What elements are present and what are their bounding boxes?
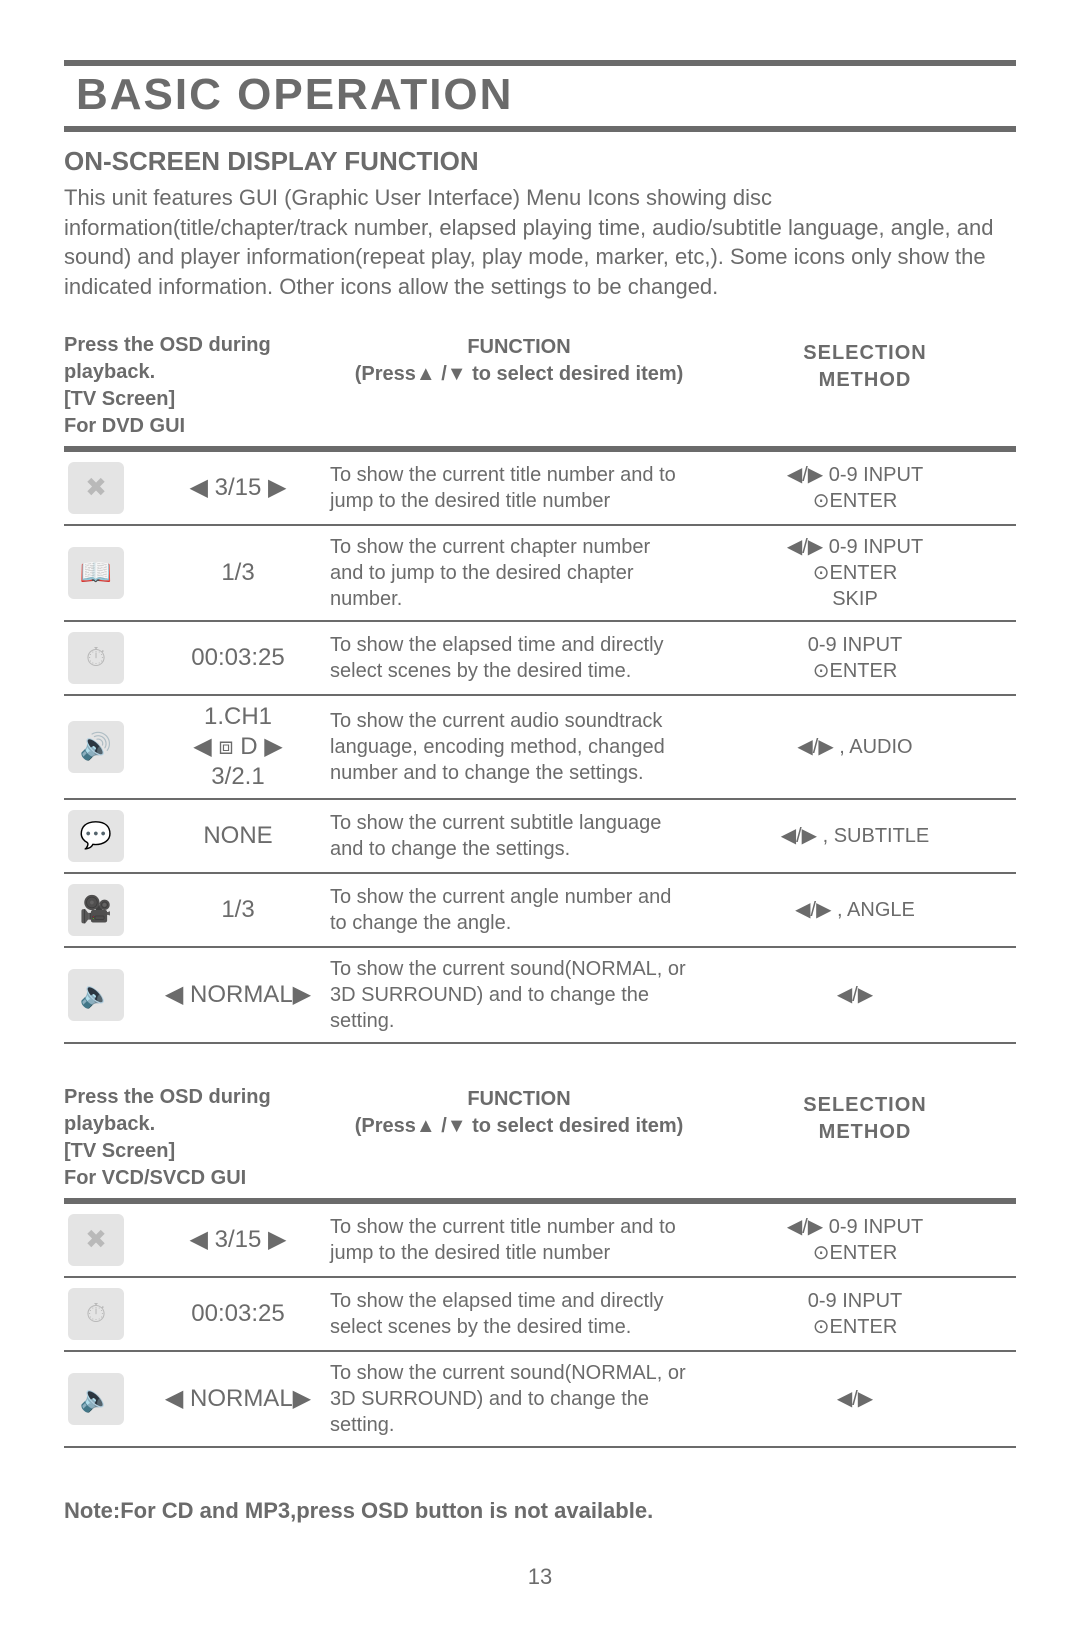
cell-selection: ◀/▶ 0-9 INPUT⊙ENTER — [694, 456, 1016, 520]
cell-value: ◀ 3/15 ▶ — [152, 1219, 324, 1261]
cell-function: To show the current sound(NORMAL, or 3D … — [324, 1352, 694, 1446]
cell-value: ◀ NORMAL▶ — [152, 974, 324, 1016]
osd-icon: 💬 — [68, 810, 124, 862]
cell-function: To show the current title number and to … — [324, 1206, 694, 1274]
osd-icon: 🎥 — [68, 884, 124, 936]
cell-function: To show the elapsed time and directly se… — [324, 1280, 694, 1348]
header-left-line3-dvd: For DVD GUI — [64, 413, 324, 440]
cell-icon: 🎥 — [64, 874, 152, 946]
cell-function: To show the elapsed time and directly se… — [324, 624, 694, 692]
cell-icon: ⏱ — [64, 1278, 152, 1350]
cell-selection: ◀/▶ — [694, 1380, 1016, 1418]
cell-value: NONE — [152, 815, 324, 857]
osd-icon: ✖ — [68, 1214, 124, 1266]
header-selection-sub: METHOD — [714, 367, 1016, 394]
table-row: ✖ ◀ 3/15 ▶To show the current title numbe… — [64, 452, 1016, 526]
cell-function: To show the current subtitle language an… — [324, 802, 694, 870]
cell-selection: 0-9 INPUT⊙ENTER — [694, 1282, 1016, 1346]
cell-selection: ◀/▶ , AUDIO — [694, 728, 1016, 766]
note-text: Note:For CD and MP3,press OSD button is … — [64, 1498, 1016, 1524]
table-header-dvd: Press the OSD during playback. [TV Scree… — [64, 332, 1016, 452]
cell-icon: 🔈 — [64, 959, 152, 1031]
header-left-line2-vcd: [TV Screen] — [64, 1138, 324, 1165]
intro-text: This unit features GUI (Graphic User Int… — [64, 183, 1016, 302]
cell-icon: 💬 — [64, 800, 152, 872]
cell-function: To show the current sound(NORMAL, or 3D … — [324, 948, 694, 1042]
header-left-line3-vcd: For VCD/SVCD GUI — [64, 1165, 324, 1192]
header-function-title-vcd: FUNCTION — [334, 1086, 704, 1113]
page-title: BASIC OPERATION — [64, 60, 1016, 132]
osd-icon: ✖ — [68, 462, 124, 514]
header-left-line2-dvd: [TV Screen] — [64, 386, 324, 413]
cell-icon: 📖 — [64, 537, 152, 609]
dvd-table: ✖ ◀ 3/15 ▶To show the current title numbe… — [64, 452, 1016, 1044]
cell-icon: ✖ — [64, 1204, 152, 1276]
cell-value: ◀ 3/15 ▶ — [152, 467, 324, 509]
osd-icon: 🔈 — [68, 1373, 124, 1425]
header-function-title: FUNCTION — [334, 334, 704, 361]
cell-selection: ◀/▶ , SUBTITLE — [694, 817, 1016, 855]
table-row: ⏱ 00:03:25To show the elapsed time and di… — [64, 622, 1016, 696]
osd-icon: ⏱ — [68, 1288, 124, 1340]
cell-selection: ◀/▶ , ANGLE — [694, 891, 1016, 929]
table-row: 🔈 ◀ NORMAL▶To show the current sound(NORM… — [64, 1352, 1016, 1448]
table-row: 🔈 ◀ NORMAL▶To show the current sound(NORM… — [64, 948, 1016, 1044]
table-row: 🔊 1.CH1◀ ⧈ D ▶3/2.1To show the current au… — [64, 696, 1016, 800]
cell-function: To show the current title number and to … — [324, 454, 694, 522]
table-row: 📖 1/3To show the current chapter number a… — [64, 526, 1016, 622]
osd-icon: 🔊 — [68, 721, 124, 773]
cell-icon: ⏱ — [64, 622, 152, 694]
cell-selection: ◀/▶ 0-9 INPUT⊙ENTERSKIP — [694, 528, 1016, 618]
osd-icon: 📖 — [68, 547, 124, 599]
table-row: 🎥 1/3To show the current angle number and… — [64, 874, 1016, 948]
page-number: 13 — [64, 1564, 1016, 1590]
cell-selection: 0-9 INPUT⊙ENTER — [694, 626, 1016, 690]
cell-function: To show the current chapter number and t… — [324, 526, 694, 620]
cell-value: 1/3 — [152, 552, 324, 594]
table-header-vcd: Press the OSD during playback. [TV Scree… — [64, 1084, 1016, 1204]
table-row: ✖ ◀ 3/15 ▶To show the current title numbe… — [64, 1204, 1016, 1278]
header-function-sub-vcd: (Press▲ /▼ to select desired item) — [334, 1113, 704, 1140]
header-left-line1: Press the OSD during playback. — [64, 332, 324, 386]
cell-function: To show the current angle number and to … — [324, 876, 694, 944]
cell-icon: 🔊 — [64, 711, 152, 783]
header-left-line1-vcd: Press the OSD during playback. — [64, 1084, 324, 1138]
header-selection-title-vcd: SELECTION — [714, 1092, 1016, 1119]
cell-value: 00:03:25 — [152, 637, 324, 679]
cell-function: To show the current audio soundtrack lan… — [324, 700, 694, 794]
cell-selection: ◀/▶ — [694, 976, 1016, 1014]
header-function-sub: (Press▲ /▼ to select desired item) — [334, 361, 704, 388]
cell-selection: ◀/▶ 0-9 INPUT⊙ENTER — [694, 1208, 1016, 1272]
table-row: 💬 NONETo show the current subtitle langua… — [64, 800, 1016, 874]
cell-value: ◀ NORMAL▶ — [152, 1378, 324, 1420]
cell-value: 1.CH1◀ ⧈ D ▶3/2.1 — [152, 696, 324, 798]
cell-icon: 🔈 — [64, 1363, 152, 1435]
cell-value: 00:03:25 — [152, 1293, 324, 1335]
osd-icon: ⏱ — [68, 632, 124, 684]
cell-value: 1/3 — [152, 889, 324, 931]
osd-icon: 🔈 — [68, 969, 124, 1021]
section-subtitle: ON-SCREEN DISPLAY FUNCTION — [64, 146, 1016, 177]
header-selection-sub-vcd: METHOD — [714, 1119, 1016, 1146]
table-row: ⏱ 00:03:25To show the elapsed time and di… — [64, 1278, 1016, 1352]
vcd-table: ✖ ◀ 3/15 ▶To show the current title numbe… — [64, 1204, 1016, 1448]
header-selection-title: SELECTION — [714, 340, 1016, 367]
cell-icon: ✖ — [64, 452, 152, 524]
